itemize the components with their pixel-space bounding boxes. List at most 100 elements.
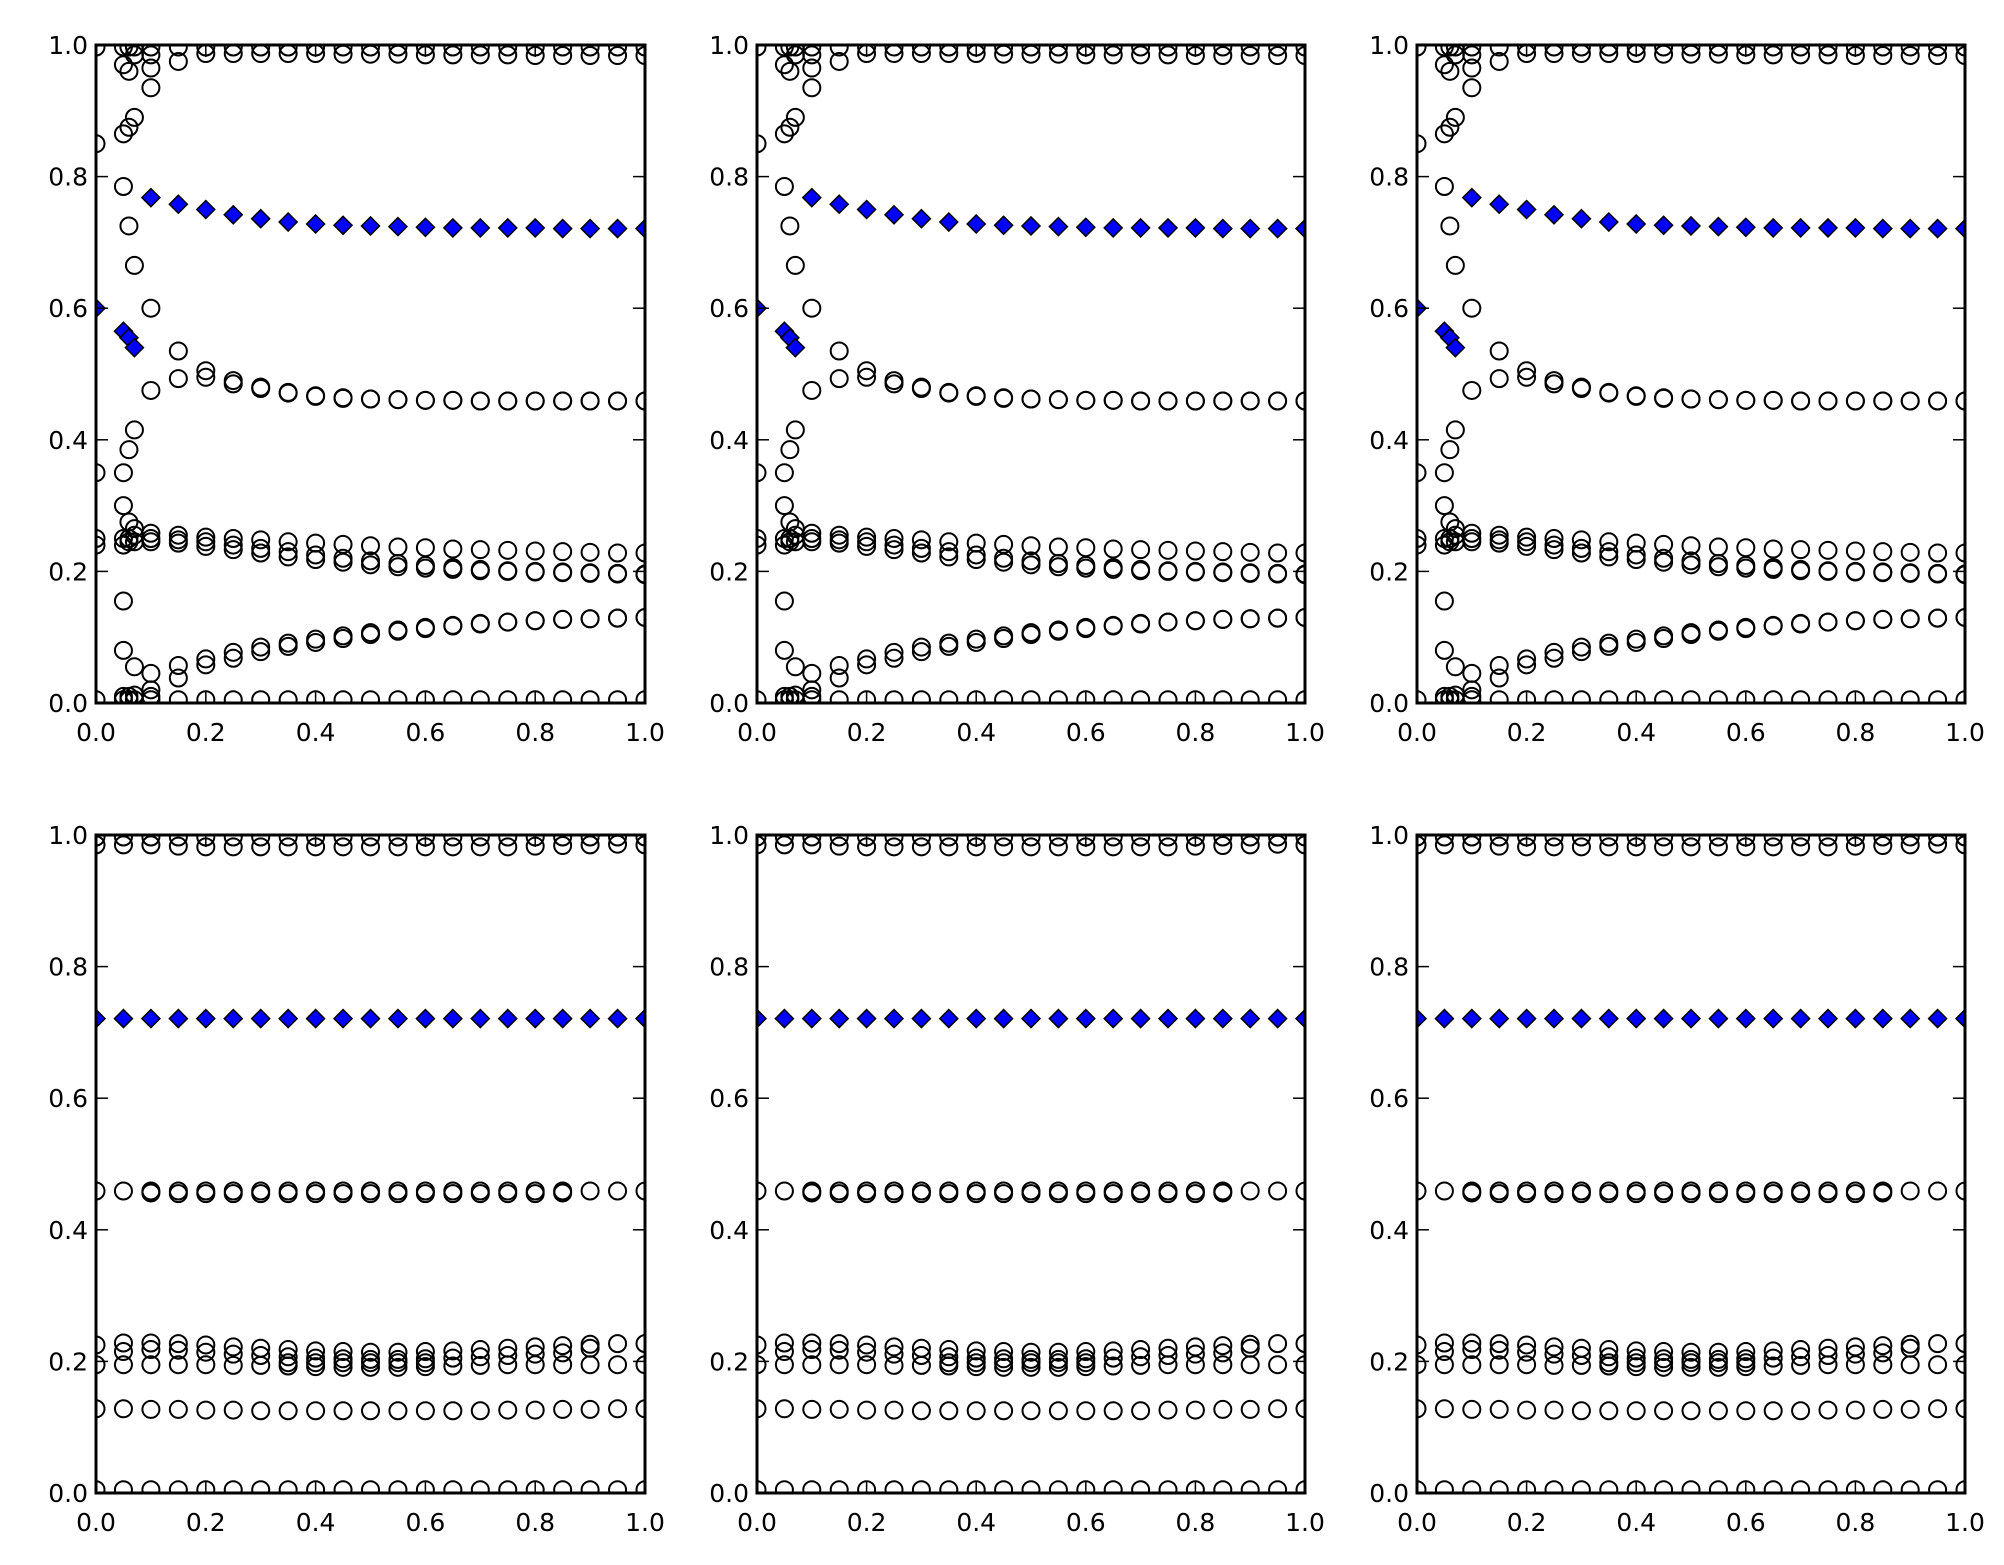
- circle-point: [1213, 542, 1233, 562]
- circle-point: [994, 1353, 1014, 1373]
- y-tick-label: 0.0: [48, 1479, 88, 1508]
- circle-point: [470, 1480, 490, 1493]
- circle-point: [1417, 134, 1427, 154]
- circle-point: [1791, 1480, 1811, 1493]
- circle-point: [1462, 690, 1482, 703]
- circle-point: [498, 612, 518, 632]
- diamond-point: [911, 1008, 932, 1029]
- circle-point: [306, 632, 326, 652]
- x-tick-label: 0.4: [296, 718, 336, 747]
- x-tick-label: 0.8: [1176, 718, 1216, 747]
- circle-point: [802, 1333, 822, 1353]
- circle-point: [1928, 1355, 1948, 1375]
- circle-point: [470, 1355, 490, 1375]
- circle-point: [1708, 837, 1728, 857]
- circle-point: [141, 1183, 161, 1203]
- circle-point: [361, 555, 380, 575]
- circle-point: [1928, 1480, 1948, 1493]
- circle-point: [251, 642, 271, 662]
- circle-point: [1240, 46, 1260, 66]
- circle-point: [1440, 216, 1460, 236]
- y-tick-label: 0.0: [48, 689, 88, 718]
- circle-point: [1599, 1184, 1619, 1204]
- circle-point: [1021, 555, 1041, 575]
- circle-point: [1763, 1401, 1783, 1421]
- circle-point: [580, 1355, 600, 1375]
- circle-point: [1213, 45, 1233, 57]
- circle-point: [1681, 625, 1701, 645]
- circle-point: [525, 1355, 545, 1375]
- circle-point: [1736, 619, 1756, 639]
- y-tick-label: 0.8: [48, 953, 88, 982]
- circle-point: [829, 533, 849, 553]
- diamond-point: [883, 204, 905, 225]
- diamond-point: [785, 337, 806, 358]
- marks: [1417, 835, 1965, 1493]
- circle-point: [251, 45, 271, 57]
- circle-point: [1517, 1342, 1537, 1362]
- circle-point: [361, 1480, 380, 1493]
- circle-point: [1708, 1480, 1728, 1493]
- circle-point: [1185, 1344, 1205, 1364]
- circle-point: [96, 1399, 106, 1419]
- diamond-point: [415, 217, 436, 238]
- diamond-point: [250, 208, 271, 229]
- diamond-point: [1954, 218, 1965, 239]
- circle-point: [1791, 391, 1811, 411]
- diamond-point: [305, 1008, 326, 1029]
- diamond-point: [278, 1008, 299, 1029]
- circle-point: [1626, 1353, 1646, 1373]
- circle-point: [1462, 1480, 1482, 1493]
- circle-point: [1434, 176, 1454, 196]
- circle-point: [1103, 1341, 1123, 1361]
- diamond-point: [966, 213, 987, 235]
- circle-point: [1445, 657, 1465, 677]
- circle-point: [1900, 46, 1920, 66]
- circle-point: [1048, 1353, 1068, 1373]
- circle-point: [966, 1341, 986, 1361]
- diamond-point: [1708, 1008, 1729, 1029]
- circle-point: [1489, 836, 1509, 856]
- circle-point: [1900, 690, 1920, 703]
- circle-point: [1845, 562, 1865, 582]
- circle-point: [388, 390, 408, 410]
- circle-point: [994, 1342, 1014, 1362]
- circle-point: [1763, 539, 1783, 559]
- circle-point: [1434, 835, 1454, 847]
- circle-point: [498, 1184, 518, 1204]
- circle-point: [1158, 612, 1178, 632]
- circle-point: [278, 835, 298, 847]
- circle-point: [1434, 1399, 1454, 1419]
- circle-point: [1268, 45, 1288, 57]
- circle-point: [141, 45, 161, 57]
- circle-point: [911, 1184, 931, 1204]
- circle-point: [1873, 690, 1893, 703]
- circle-point: [1763, 1356, 1783, 1376]
- circle-point: [1048, 690, 1068, 703]
- circle-point: [1434, 1480, 1454, 1493]
- circle-point: [780, 440, 800, 460]
- circle-point: [1791, 540, 1811, 560]
- circle-point: [388, 1357, 408, 1377]
- x-tick-label: 0.0: [76, 1508, 116, 1537]
- circle-point: [1295, 1334, 1305, 1354]
- circle-point: [443, 835, 463, 847]
- marks: [1417, 45, 1965, 703]
- circle-point: [96, 1480, 106, 1493]
- circle-point: [1240, 1181, 1260, 1201]
- circle-point: [939, 690, 959, 703]
- circle-point: [829, 51, 849, 71]
- circle-point: [388, 45, 408, 57]
- circle-point: [553, 690, 573, 703]
- circle-point: [857, 1355, 877, 1375]
- circle-point: [1517, 367, 1537, 387]
- y-tick-label: 0.6: [48, 294, 88, 323]
- circle-point: [774, 496, 794, 516]
- circle-point: [1489, 1184, 1509, 1204]
- circle-point: [1131, 45, 1151, 57]
- circle-point: [1268, 690, 1288, 703]
- x-tick-label: 0.0: [1397, 718, 1437, 747]
- circle-point: [1599, 690, 1619, 703]
- circle-point: [635, 45, 645, 57]
- circle-point: [1544, 690, 1564, 703]
